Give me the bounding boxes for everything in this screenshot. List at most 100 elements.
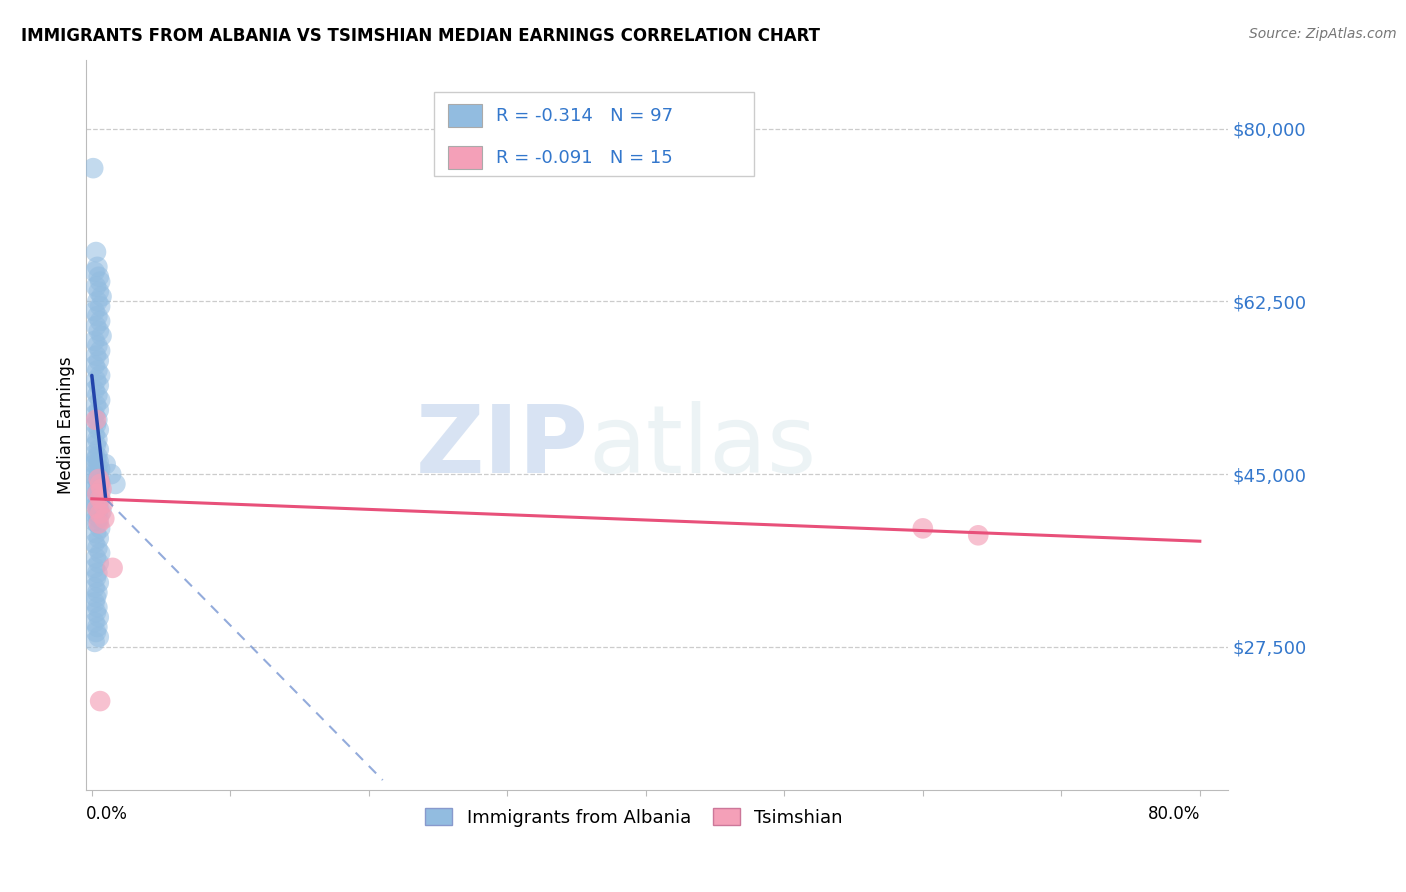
Point [87,285,110,299]
Point [89,507,111,521]
Point [87,403,110,417]
Point [89,314,111,328]
Point [86,516,108,531]
Point [84,437,107,451]
Point [83,494,105,508]
Point [86,484,108,499]
Point [83,334,105,348]
Point [86,260,108,274]
FancyBboxPatch shape [449,104,482,127]
Point [84,413,107,427]
Point [87,556,110,570]
Point [87,610,110,624]
Point [86,585,108,599]
Point [89,487,111,501]
Point [87,531,110,545]
Point [84,398,107,412]
Point [94,457,117,471]
Point [87,269,110,284]
Point [87,511,110,525]
Point [89,491,111,506]
Point [87,472,110,486]
Point [93,511,115,525]
Point [91,497,114,511]
Point [87,423,110,437]
Point [84,551,107,566]
Point [83,304,105,318]
Point [87,455,110,469]
Point [90,289,112,303]
Point [84,489,107,503]
Point [84,349,107,363]
Point [83,408,105,422]
Point [83,561,105,575]
Text: R = -0.314   N = 97: R = -0.314 N = 97 [496,106,673,125]
Point [84,452,107,467]
Point [84,245,107,260]
Point [87,324,110,338]
Point [83,482,105,496]
Point [86,309,108,323]
Text: Source: ZipAtlas.com: Source: ZipAtlas.com [1249,27,1396,41]
FancyBboxPatch shape [449,146,482,169]
Point [89,275,111,289]
Point [82,161,104,176]
Point [104,477,127,491]
Point [84,465,107,479]
Point [84,508,107,523]
Point [86,566,108,580]
Point [87,353,110,368]
Point [89,393,111,408]
Point [84,571,107,585]
Point [87,516,110,531]
Point [89,477,111,491]
Point [83,469,105,483]
Text: 80.0%: 80.0% [1147,805,1199,822]
Point [84,477,107,491]
Point [90,505,112,519]
Point [89,694,111,708]
Point [84,279,107,293]
Point [83,265,105,279]
Point [87,378,110,392]
Point [89,368,111,383]
Point [86,433,108,447]
Point [86,459,108,474]
Point [87,630,110,644]
Point [89,521,111,535]
Point [83,427,105,442]
Point [89,475,111,489]
Text: IMMIGRANTS FROM ALBANIA VS TSIMSHIAN MEDIAN EARNINGS CORRELATION CHART: IMMIGRANTS FROM ALBANIA VS TSIMSHIAN MED… [21,27,820,45]
Point [86,363,108,377]
Point [100,467,122,482]
Legend: Immigrants from Albania, Tsimshian: Immigrants from Albania, Tsimshian [416,799,852,836]
Y-axis label: Median Earnings: Median Earnings [58,356,75,493]
Point [86,413,108,427]
FancyBboxPatch shape [434,93,754,177]
Point [87,491,110,506]
Point [86,339,108,353]
Point [86,294,108,309]
Point [967,528,990,542]
Point [83,457,105,471]
Point [89,299,111,313]
Text: 0.0%: 0.0% [86,805,128,822]
Point [86,472,108,486]
Text: atlas: atlas [589,401,817,492]
Point [86,501,108,516]
Point [83,515,105,529]
Point [86,388,108,402]
Text: R = -0.091   N = 15: R = -0.091 N = 15 [496,149,672,167]
Point [83,447,105,461]
Point [84,526,107,541]
Point [84,417,107,432]
Point [84,591,107,605]
Point [101,561,124,575]
Point [86,541,108,555]
Point [89,462,111,476]
Point [83,581,105,595]
Point [87,575,110,590]
Point [83,615,105,629]
Point [90,329,112,343]
Point [89,343,111,358]
